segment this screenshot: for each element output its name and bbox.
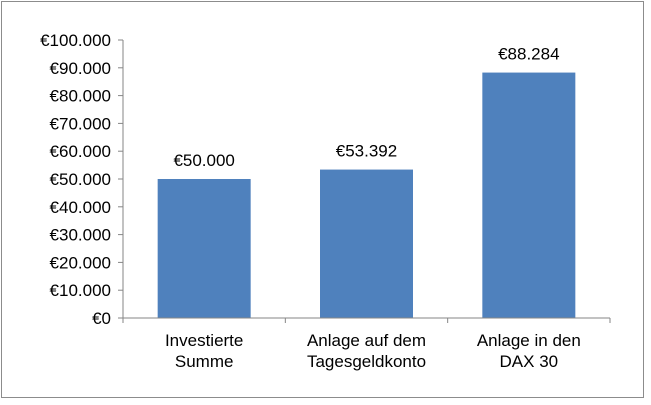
data-labels: €50.000 €53.392 €88.284: [173, 45, 559, 170]
bar: [157, 179, 251, 318]
data-label: €88.284: [498, 45, 559, 64]
y-tick-label: €30.000: [50, 226, 111, 245]
bar: [482, 72, 576, 318]
x-category-label: Investierte Summe: [165, 331, 243, 371]
y-tick-label: €100.000: [40, 31, 111, 50]
x-category-label-line: Anlage auf dem: [307, 331, 426, 350]
y-tick-label: €50.000: [50, 170, 111, 189]
y-tick-label: €80.000: [50, 87, 111, 106]
data-label: €53.392: [336, 142, 397, 161]
y-tick-label: €60.000: [50, 142, 111, 161]
y-axis: €0 €10.000 €20.000 €30.000 €40.000 €50.000 €60…: [40, 31, 124, 328]
y-tick-label: €0: [92, 309, 111, 328]
x-category-label-line: Anlage in den: [477, 331, 581, 350]
x-category-label-line: Investierte: [165, 331, 243, 350]
y-tick-label: €90.000: [50, 59, 111, 78]
bar: [320, 169, 413, 318]
y-tick-label: €40.000: [50, 198, 111, 217]
x-category-label: Anlage auf dem Tagesgeldkonto: [307, 331, 426, 371]
x-category-label-line: Tagesgeldkonto: [307, 352, 426, 371]
x-category-label-line: Summe: [175, 352, 234, 371]
y-tick-label: €20.000: [50, 253, 111, 272]
x-category-label-line: DAX 30: [500, 352, 559, 371]
y-tick-label: €10.000: [50, 281, 111, 300]
x-category-label: Anlage in den DAX 30: [477, 331, 581, 371]
x-axis: Investierte Summe Anlage auf dem Tagesgeldk…: [122, 317, 611, 371]
bars: [157, 72, 576, 318]
y-tick-label: €70.000: [50, 114, 111, 133]
data-label: €50.000: [173, 151, 234, 170]
